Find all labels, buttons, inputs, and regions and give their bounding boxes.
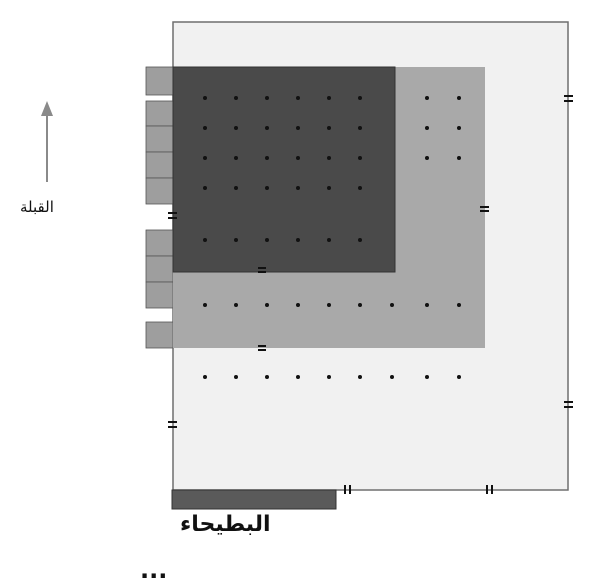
column-dot <box>203 238 207 242</box>
side-room <box>145 100 174 127</box>
double-bar-icon <box>344 485 351 494</box>
column-dot <box>457 303 461 307</box>
column-dot <box>358 303 362 307</box>
column-dot <box>234 96 238 100</box>
double-bar-icon <box>168 421 177 428</box>
column-dot <box>327 126 331 130</box>
column-dot <box>457 126 461 130</box>
column-dot <box>425 375 429 379</box>
column-dot <box>358 238 362 242</box>
double-bar-icon <box>168 212 177 219</box>
column-dot <box>425 96 429 100</box>
column-dot <box>425 156 429 160</box>
column-dot <box>234 375 238 379</box>
column-dot <box>390 303 394 307</box>
column-dot <box>234 156 238 160</box>
column-dot <box>296 303 300 307</box>
double-bar-icon <box>258 267 266 273</box>
column-dot <box>265 375 269 379</box>
side-room <box>145 281 174 309</box>
mosque-plan-diagram: القبلة البطيحاء ... <box>20 21 573 584</box>
column-dot <box>234 238 238 242</box>
column-dot <box>457 156 461 160</box>
column-dot <box>296 96 300 100</box>
column-dot <box>296 375 300 379</box>
double-bar-icon <box>564 95 573 102</box>
batha-block <box>171 489 337 510</box>
side-room <box>145 321 174 349</box>
column-dot <box>265 126 269 130</box>
column-dot <box>265 303 269 307</box>
column-dot <box>265 238 269 242</box>
side-room <box>145 66 174 96</box>
column-dot <box>327 96 331 100</box>
side-room <box>145 125 174 153</box>
side-room <box>145 229 174 257</box>
column-dot <box>203 126 207 130</box>
column-dot <box>203 186 207 190</box>
column-dot <box>296 186 300 190</box>
column-dot <box>327 186 331 190</box>
column-dot <box>203 156 207 160</box>
column-dot <box>327 156 331 160</box>
column-dot <box>203 96 207 100</box>
column-dot <box>425 303 429 307</box>
inner-covered-area <box>172 66 396 273</box>
plan-drawing <box>41 21 573 510</box>
column-dot <box>296 156 300 160</box>
column-dot <box>358 96 362 100</box>
column-dot <box>358 186 362 190</box>
qibla-label: القبلة <box>20 198 54 216</box>
column-dot <box>234 126 238 130</box>
side-rooms <box>145 66 174 349</box>
arrow-up-icon <box>41 101 53 182</box>
columns-inner <box>203 96 362 242</box>
column-dot <box>358 375 362 379</box>
column-dot <box>234 186 238 190</box>
column-dot <box>234 303 238 307</box>
column-dot <box>327 238 331 242</box>
column-dot <box>327 303 331 307</box>
column-dot <box>296 238 300 242</box>
column-dot <box>203 375 207 379</box>
column-dot <box>265 96 269 100</box>
wall-openings <box>168 95 573 494</box>
double-bar-icon <box>564 401 573 408</box>
batha-label: البطيحاء <box>180 512 271 537</box>
column-dot <box>327 375 331 379</box>
double-bar-icon <box>486 485 493 494</box>
side-room <box>145 177 174 205</box>
double-bar-icon <box>480 206 489 212</box>
column-dot <box>265 156 269 160</box>
column-dot <box>457 375 461 379</box>
columns-outer <box>203 96 461 379</box>
caption-label: ... <box>140 556 168 584</box>
column-dot <box>457 96 461 100</box>
side-room <box>145 151 174 179</box>
column-dot <box>390 375 394 379</box>
double-bar-icon <box>258 345 266 351</box>
column-dot <box>358 156 362 160</box>
column-dot <box>296 126 300 130</box>
column-dot <box>425 126 429 130</box>
column-dot <box>265 186 269 190</box>
column-dot <box>203 303 207 307</box>
column-dot <box>358 126 362 130</box>
side-room <box>145 255 174 283</box>
